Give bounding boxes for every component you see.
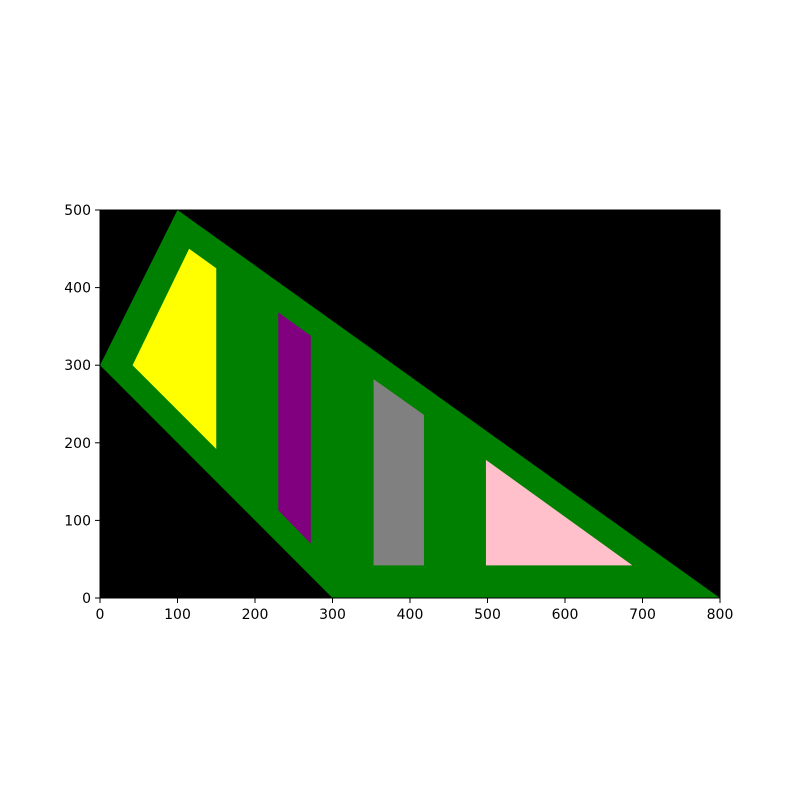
triangle-4: [485, 459, 633, 566]
y-tick-label: 0: [82, 591, 91, 607]
y-tick-label: 400: [64, 281, 91, 297]
outer-polygon-0: [100, 210, 720, 598]
y-tick-label: 100: [64, 513, 91, 529]
axes-area: 0 100 200 300 400 500 600 700 800 0 100 200 300 400 5…: [64, 203, 733, 623]
x-tick-label: 700: [629, 607, 656, 623]
x-tick-label: 300: [319, 607, 346, 623]
y-tick-label: 200: [64, 436, 91, 452]
x-tick-label: 100: [164, 607, 191, 623]
quadrilateral-3: [373, 379, 424, 566]
shape-layer: [100, 210, 720, 598]
x-tick-label: 0: [96, 607, 105, 623]
quadrilateral-2: [278, 312, 311, 544]
quadrilateral-1: [132, 248, 217, 450]
x-tick-label: 400: [397, 607, 424, 623]
x-tick-label: 500: [474, 607, 501, 623]
y-tick-label: 500: [64, 203, 91, 219]
x-tick-label: 200: [242, 607, 269, 623]
y-tick-label: 300: [64, 358, 91, 374]
x-tick-label: 800: [707, 607, 734, 623]
y-axis: 0 100 200 300 400 500: [64, 203, 100, 607]
x-tick-label: 600: [552, 607, 579, 623]
x-axis: 0 100 200 300 400 500 600 700 800: [96, 598, 734, 623]
